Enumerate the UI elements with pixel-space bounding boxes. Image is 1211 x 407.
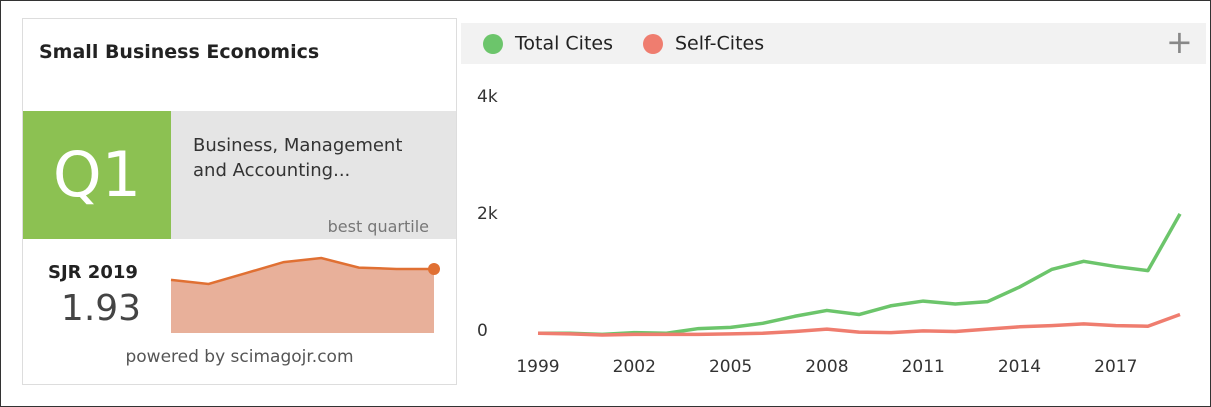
quartile-box: [23, 111, 171, 239]
chart-header: [461, 23, 1206, 64]
sjr-value: 1.93: [60, 288, 142, 329]
y-tick-label: 0: [477, 321, 488, 341]
y-tick-label: 4k: [477, 87, 498, 107]
quartile-note: best quartile: [327, 217, 429, 236]
card: [22, 18, 457, 385]
sparkline-end: [428, 262, 440, 275]
sjr-label: SJR 2019: [48, 262, 138, 283]
series-line: [538, 213, 1182, 337]
sparkline: [170, 256, 434, 286]
x-tick-label: 2011: [902, 357, 945, 377]
footer: powered by scimagojr.com: [125, 347, 354, 367]
series-line: [537, 312, 1181, 337]
category: Business, Management and Accounting...: [193, 135, 403, 181]
legend-label: Total Cites: [514, 33, 613, 55]
y-tick-label: 2k: [477, 204, 498, 224]
x-tick-label: 2008: [805, 357, 848, 377]
x-tick-label: 2017: [1094, 357, 1137, 377]
expand-button[interactable]: +: [1166, 23, 1193, 61]
legend-marker: [483, 34, 503, 54]
legend-marker: [643, 34, 663, 54]
x-tick-label: 1999: [516, 357, 559, 377]
journal-title: Small Business Economics: [39, 41, 320, 63]
category-box: [171, 111, 456, 239]
legend-label: Self-Cites: [675, 33, 764, 55]
x-tick-label: 2002: [613, 357, 656, 377]
x-tick-label: 2005: [709, 357, 752, 377]
x-tick-label: 2014: [998, 357, 1041, 377]
quartile: Q1: [52, 138, 142, 211]
